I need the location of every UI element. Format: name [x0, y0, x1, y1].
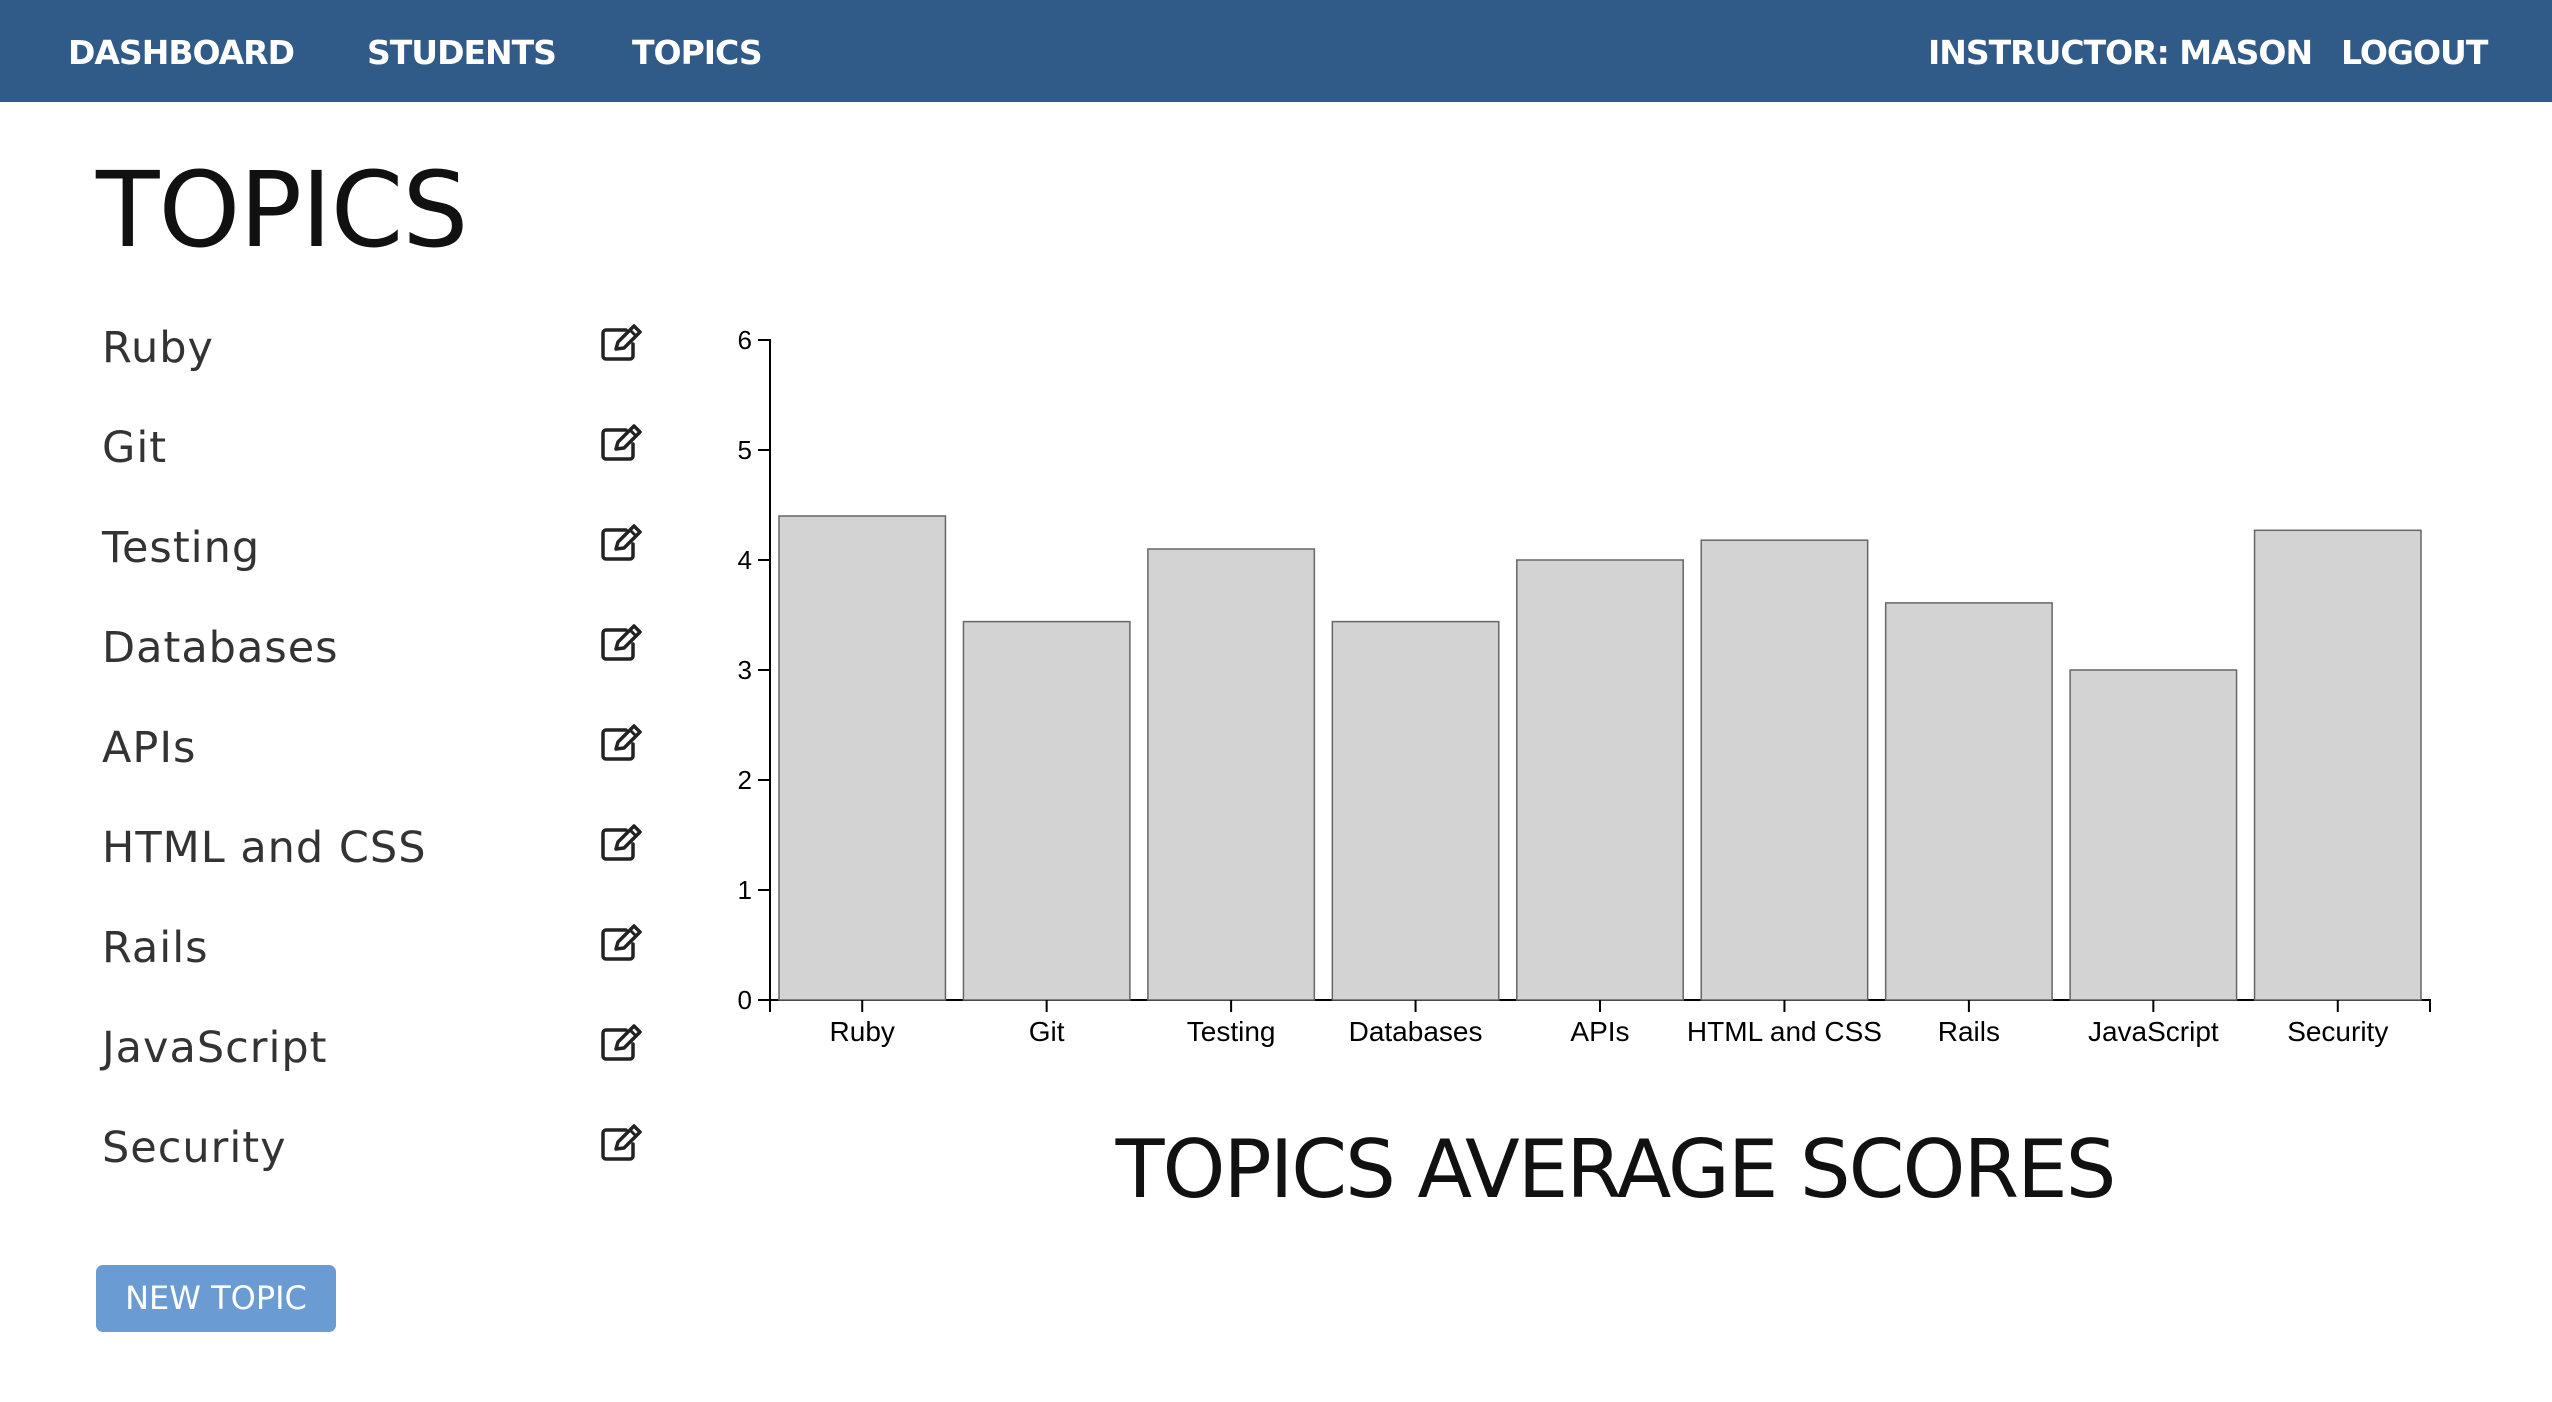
bar: [1516, 559, 1684, 1001]
x-tick-label: Git: [1029, 1016, 1065, 1047]
topic-item: Rails: [100, 912, 660, 982]
bar: [2253, 529, 2422, 1001]
edit-icon[interactable]: [600, 922, 644, 962]
x-tick-label: Ruby: [830, 1016, 895, 1047]
edit-icon[interactable]: [600, 1122, 644, 1162]
y-tick-label: 1: [738, 875, 752, 905]
y-tick-label: 2: [738, 765, 752, 795]
x-tick-label: APIs: [1570, 1016, 1629, 1047]
y-tick-label: 6: [738, 325, 752, 355]
edit-icon[interactable]: [600, 622, 644, 662]
nav-logout-link[interactable]: LOGOUT: [2341, 33, 2488, 72]
topic-label[interactable]: Databases: [102, 623, 339, 673]
topic-item: APIs: [100, 712, 660, 782]
bar: [1700, 539, 1869, 1001]
x-tick-label: Databases: [1349, 1016, 1483, 1047]
topic-item: Testing: [100, 512, 660, 582]
edit-icon[interactable]: [600, 422, 644, 462]
chart-title: TOPICS AVERAGE SCORES: [1115, 1123, 2117, 1216]
bar: [1331, 620, 1500, 1001]
topic-item: Ruby: [100, 312, 660, 382]
topic-label[interactable]: Ruby: [102, 323, 214, 373]
bar: [2069, 669, 2238, 1001]
page-title: TOPICS: [96, 149, 468, 271]
y-tick-label: 0: [738, 985, 752, 1015]
topic-item: JavaScript: [100, 1012, 660, 1082]
topic-item: Git: [100, 412, 660, 482]
nav-instructor-link[interactable]: INSTRUCTOR: MASON: [1928, 33, 2313, 72]
nav-students-link[interactable]: STUDENTS: [367, 33, 557, 72]
topic-label[interactable]: APIs: [102, 723, 197, 773]
x-tick-label: HTML and CSS: [1687, 1016, 1882, 1047]
topic-item: HTML and CSS: [100, 812, 660, 882]
y-tick-label: 3: [738, 655, 752, 685]
edit-icon[interactable]: [600, 722, 644, 762]
topic-label[interactable]: Git: [102, 423, 168, 473]
edit-icon[interactable]: [600, 822, 644, 862]
edit-icon[interactable]: [600, 1022, 644, 1062]
edit-icon[interactable]: [600, 322, 644, 362]
topic-label[interactable]: Rails: [102, 923, 209, 973]
x-tick-label: JavaScript: [2088, 1016, 2219, 1047]
nav-dashboard-link[interactable]: DASHBOARD: [68, 33, 295, 72]
y-tick-label: 4: [738, 545, 752, 575]
bar: [1147, 548, 1316, 1001]
new-topic-button[interactable]: NEW TOPIC: [96, 1265, 336, 1332]
edit-icon[interactable]: [600, 522, 644, 562]
x-tick-label: Rails: [1938, 1016, 2000, 1047]
topic-label[interactable]: Testing: [102, 523, 261, 573]
bar: [778, 515, 947, 1001]
topic-item: Databases: [100, 612, 660, 682]
y-tick-label: 5: [738, 435, 752, 465]
topic-item: Security: [100, 1112, 660, 1182]
topic-label[interactable]: HTML and CSS: [102, 823, 427, 873]
topic-label[interactable]: Security: [102, 1123, 287, 1173]
bar: [962, 620, 1131, 1001]
topic-label[interactable]: JavaScript: [102, 1023, 328, 1073]
top-navbar: DASHBOARD STUDENTS TOPICS INSTRUCTOR: MA…: [0, 0, 2552, 102]
x-tick-label: Security: [2287, 1016, 2388, 1047]
x-tick-label: Testing: [1187, 1016, 1276, 1047]
bar: [1884, 602, 2053, 1001]
nav-topics-link[interactable]: TOPICS: [632, 33, 763, 72]
